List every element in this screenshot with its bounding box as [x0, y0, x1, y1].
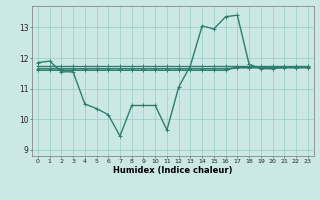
X-axis label: Humidex (Indice chaleur): Humidex (Indice chaleur) [113, 166, 233, 175]
